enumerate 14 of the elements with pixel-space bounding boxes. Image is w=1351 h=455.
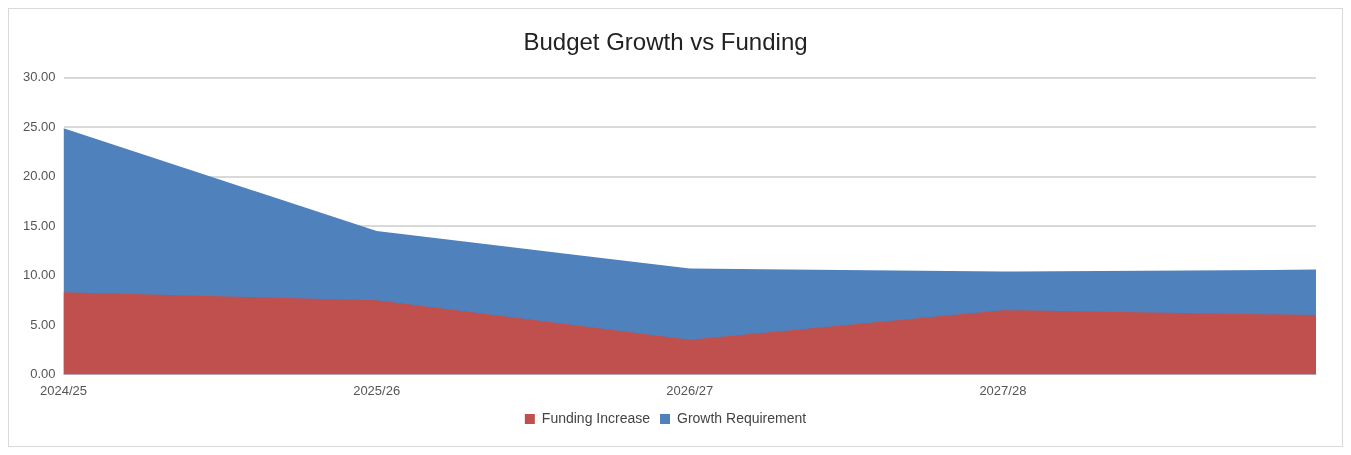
y-tick-label: 15.00 [22,217,56,233]
chart-title: Budget Growth vs Funding [523,28,808,56]
y-tick-label: 30.00 [22,69,56,85]
x-tick-label: 2026/27 [666,382,714,398]
y-tick-label: 10.00 [22,267,56,283]
legend-label: Growth Requirement [677,409,807,426]
x-tick-label: 2025/26 [353,382,401,398]
y-tick-label: 25.00 [22,118,56,134]
y-tick-label: 20.00 [22,168,56,184]
y-tick-label: 5.00 [30,316,56,332]
legend-label: Funding Increase [541,409,651,426]
x-tick-label: 2027/28 [979,382,1027,398]
y-tick-label: 0.00 [30,365,56,381]
x-tick-label: 2024/25 [40,382,88,398]
